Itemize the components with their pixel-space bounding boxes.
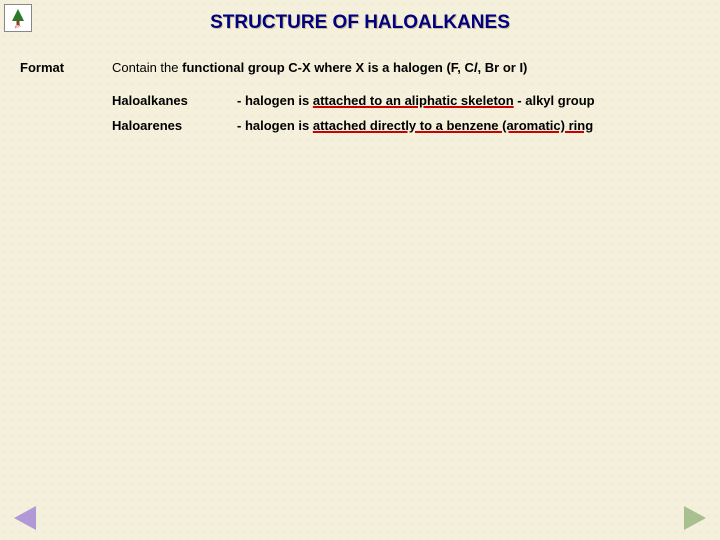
- svg-text:KH: KH: [14, 23, 21, 29]
- haloalkanes-label: Haloalkanes: [112, 93, 237, 108]
- slide-title: STRUCTURE OF HALOALKANES: [0, 0, 720, 34]
- slide-content: Format Contain the functional group C-X …: [20, 60, 700, 161]
- intro-bold: functional group C-X where X is a haloge…: [182, 60, 474, 75]
- haloarenes-text: - halogen is attached directly to a benz…: [237, 118, 700, 133]
- format-row: Format Contain the functional group C-X …: [20, 60, 700, 75]
- intro-plain: Contain the: [112, 60, 182, 75]
- spacer-col: [20, 93, 112, 143]
- haloalkanes-post: - alkyl group: [514, 93, 595, 108]
- haloalkanes-row: Haloalkanes - halogen is attached to an …: [112, 93, 700, 108]
- haloarenes-row: Haloarenes - halogen is attached directl…: [112, 118, 700, 133]
- haloarenes-label: Haloarenes: [112, 118, 237, 133]
- format-intro: Contain the functional group C-X where X…: [112, 60, 700, 75]
- sub-rows-wrap: Haloalkanes - halogen is attached to an …: [20, 93, 700, 143]
- haloalkanes-text: - halogen is attached to an aliphatic sk…: [237, 93, 700, 108]
- haloalkanes-u: attached to an aliphatic skeleton: [313, 93, 514, 108]
- format-label: Format: [20, 60, 112, 75]
- intro-bold-tail: , Br or I): [478, 60, 528, 75]
- tree-icon: KH: [7, 7, 29, 29]
- haloarenes-pre: - halogen is: [237, 118, 313, 133]
- haloarenes-u: attached directly to a benzene (aromatic…: [313, 118, 593, 133]
- sub-rows: Haloalkanes - halogen is attached to an …: [112, 93, 700, 143]
- haloalkanes-pre: - halogen is: [237, 93, 313, 108]
- prev-slide-button[interactable]: [14, 506, 36, 530]
- next-slide-button[interactable]: [684, 506, 706, 530]
- slide-logo: KH: [4, 4, 32, 32]
